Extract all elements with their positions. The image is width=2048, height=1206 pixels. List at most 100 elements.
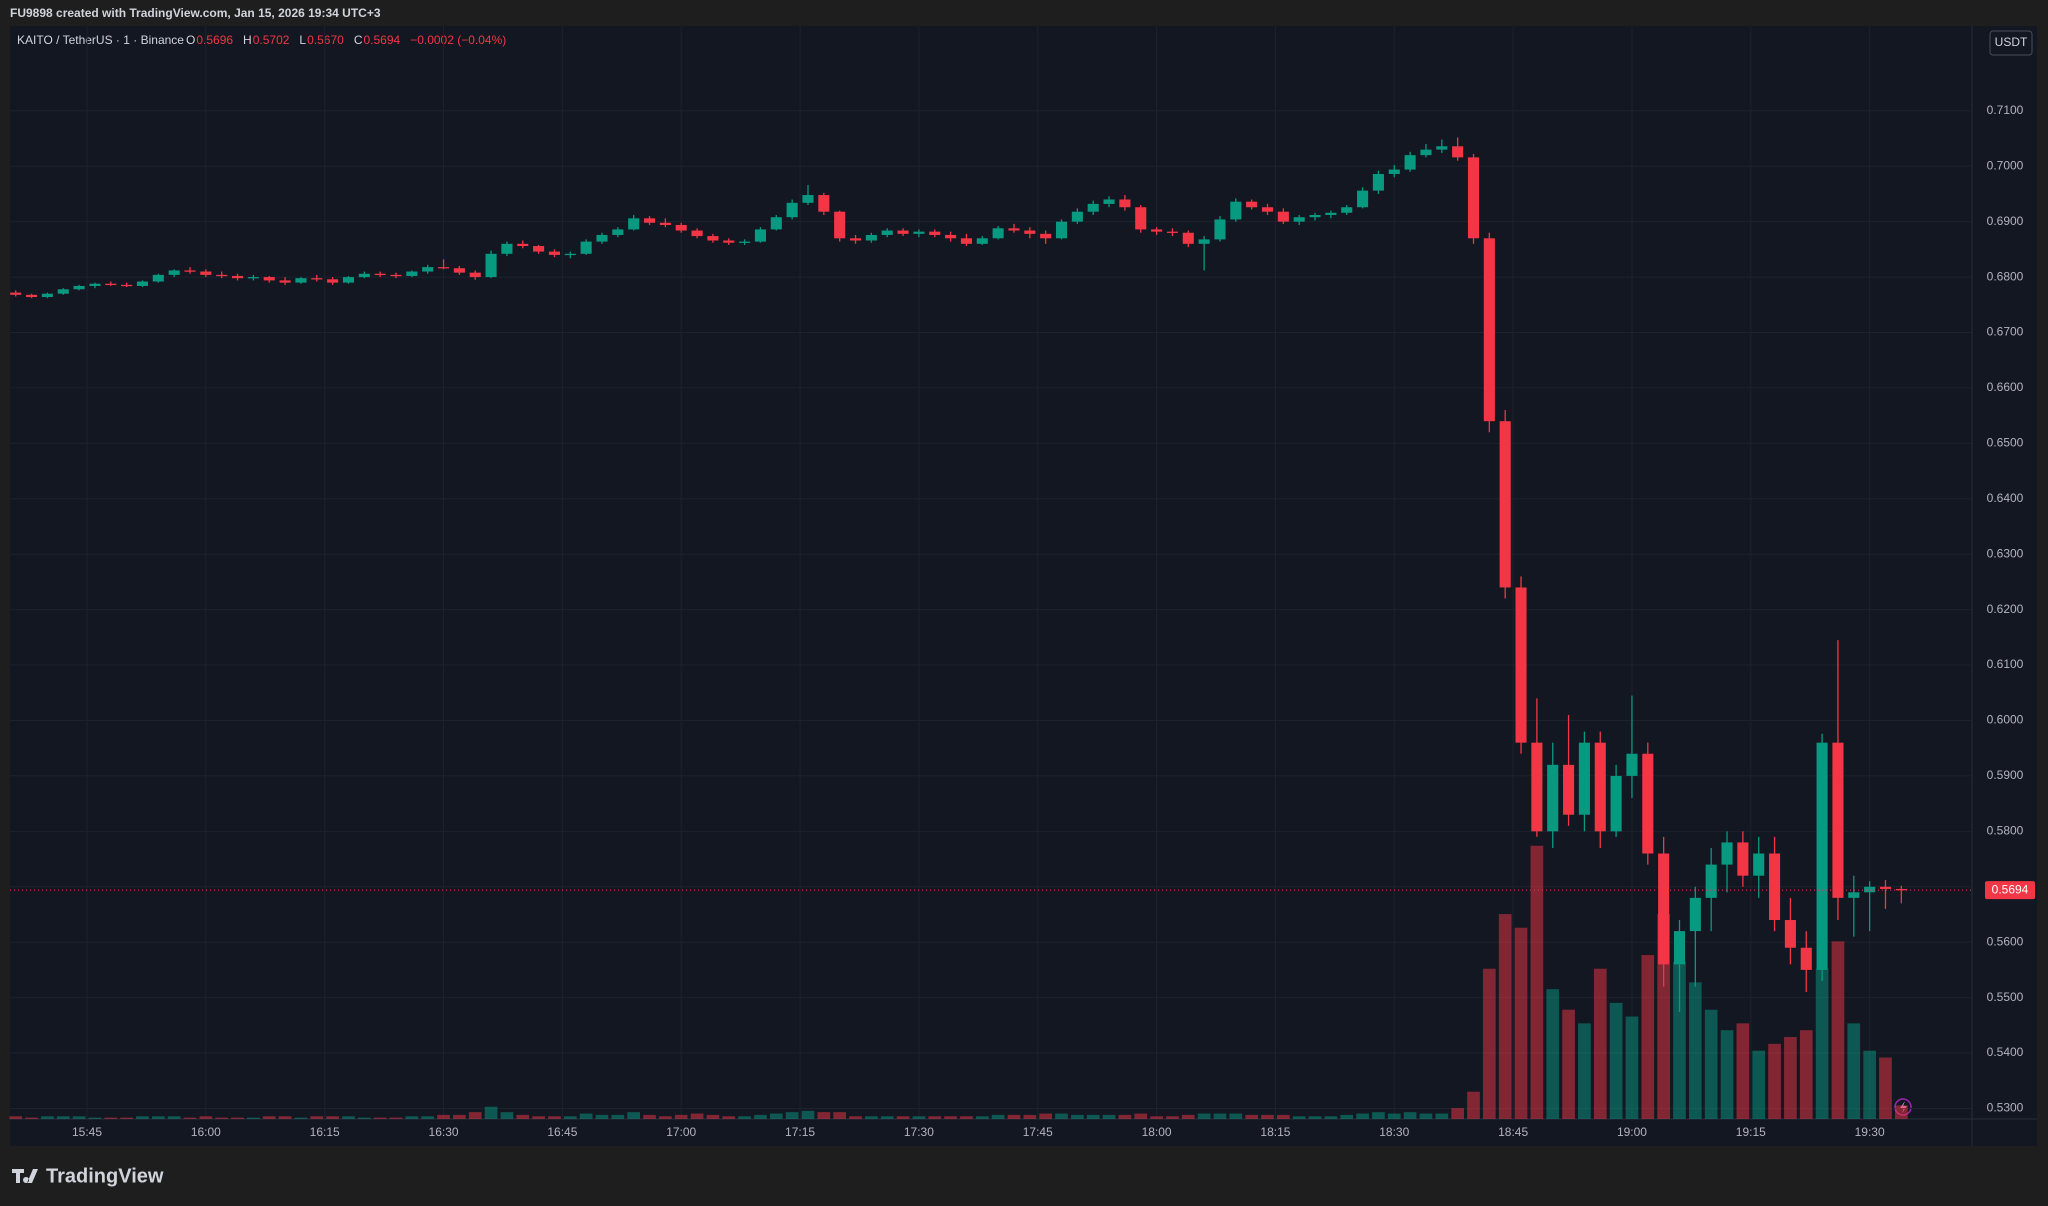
volume-bar (389, 1117, 403, 1119)
volume-bar (342, 1116, 355, 1119)
y-tick-label: 0.5300 (1987, 1101, 2024, 1115)
candle-body (469, 272, 481, 278)
volume-bar (960, 1116, 973, 1119)
volume-bar (722, 1116, 736, 1119)
candle-body (1166, 231, 1178, 233)
volume-bar (136, 1116, 149, 1119)
x-tick-label: 19:00 (1617, 1125, 1647, 1139)
volume-bar (421, 1116, 435, 1119)
volume-bar (278, 1116, 292, 1119)
y-tick-label: 0.6900 (1987, 214, 2024, 228)
candle-body (26, 294, 38, 298)
candle-body (945, 234, 957, 239)
volume-bar (595, 1114, 609, 1119)
volume-bar (754, 1114, 767, 1119)
currency[interactable]: USDT (1995, 35, 2028, 49)
volume-bar (1625, 1016, 1639, 1119)
candle-body (1563, 764, 1575, 815)
candle-body (802, 195, 814, 203)
volume-bar (500, 1112, 514, 1119)
candle-body (1182, 232, 1194, 244)
volume-bar (1102, 1114, 1116, 1119)
candle-body (263, 277, 275, 281)
volume-bar (1055, 1113, 1068, 1119)
x-tick-label: 17:15 (785, 1125, 815, 1139)
volume-bar (72, 1116, 86, 1119)
candle-body (1277, 211, 1289, 222)
candle-body (1198, 239, 1210, 244)
currency-button[interactable] (1989, 30, 2033, 56)
candle-body (1467, 157, 1480, 239)
candle-body (216, 274, 228, 277)
change: −0.0002 (−0.04%) (410, 33, 506, 47)
ohlc-label: O (186, 33, 195, 47)
volume-bar (41, 1116, 54, 1119)
volume-bar (1419, 1113, 1433, 1119)
candle-body (1388, 169, 1400, 174)
candle-body (1055, 221, 1068, 239)
volume-bar (1498, 914, 1512, 1119)
volume-bar (1799, 1030, 1813, 1119)
candle-body (279, 280, 291, 283)
last-price-tag (1985, 881, 2035, 900)
volume-bar (231, 1117, 244, 1119)
volume-bar (1879, 1057, 1892, 1119)
volume-bar (1387, 1113, 1401, 1119)
y-tick-label: 0.7100 (1987, 103, 2024, 117)
volume-bar (1435, 1113, 1449, 1119)
volume-bar (484, 1106, 498, 1119)
candle-body (548, 251, 561, 255)
last-price-label: 0.5694 (1992, 882, 2029, 896)
ohlc-legend: O 0.5696 H 0.5702 L 0.5670 C 0.5694 −0.0002 (−0.… (186, 33, 506, 47)
candle-body (1214, 219, 1226, 240)
candle-body (564, 253, 576, 256)
volume-bar (1118, 1114, 1132, 1119)
volume-bar (1641, 955, 1655, 1119)
x-tick-label: 19:30 (1855, 1125, 1885, 1139)
candle-body (691, 230, 703, 237)
volume-bar (1483, 968, 1496, 1119)
volume-bar (1530, 845, 1544, 1119)
volume-bar (1546, 989, 1560, 1119)
candle-body (437, 267, 450, 269)
candle-body (1341, 207, 1353, 213)
ohlc-value: 0.5696 (196, 33, 233, 47)
x-tick-label: 18:00 (1142, 1125, 1172, 1139)
candle-body (1151, 229, 1163, 232)
x-tick-label: 16:30 (429, 1125, 459, 1139)
candle-body (1293, 217, 1305, 222)
chart-pane (10, 26, 2037, 1146)
candle-body (596, 234, 608, 242)
candle-body (1673, 931, 1686, 965)
candle-body (739, 241, 751, 243)
candle-body (1309, 215, 1321, 218)
volume-bar (310, 1116, 324, 1119)
candle-body (1642, 753, 1654, 854)
candle-body (1024, 230, 1036, 234)
x-tick-label: 17:30 (904, 1125, 934, 1139)
ohlc-value: 0.5702 (253, 33, 290, 47)
volume-bar (1673, 961, 1686, 1119)
volume-bar (659, 1116, 672, 1119)
y-tick-label: 0.6100 (1987, 657, 2024, 671)
candle-body (786, 202, 798, 218)
candle-body (1452, 146, 1464, 158)
candle-body (818, 195, 830, 212)
volume-bar (1688, 982, 1702, 1119)
x-tick-label: 18:30 (1379, 1125, 1409, 1139)
volume-bar (1134, 1113, 1148, 1119)
candle-body (1737, 842, 1749, 876)
volume-bar (183, 1117, 197, 1119)
volume-bar (801, 1110, 815, 1119)
volume-bar (1166, 1116, 1179, 1119)
candle-body (849, 238, 862, 241)
candle-body (754, 229, 766, 242)
y-tick-label: 0.6200 (1987, 602, 2024, 616)
volume-bar (56, 1116, 70, 1119)
candle-body (1832, 742, 1844, 898)
y-tick-label: 0.5900 (1987, 768, 2024, 782)
volume-bar (1261, 1114, 1274, 1119)
candle-body (1610, 775, 1622, 832)
candle-body (1594, 742, 1606, 832)
